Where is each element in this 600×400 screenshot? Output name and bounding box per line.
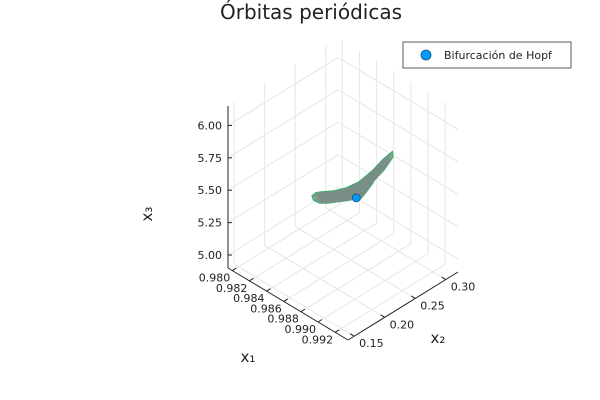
grid-line-z — [337, 89, 459, 163]
x-tick-mark — [334, 329, 340, 333]
grid-line-z — [337, 154, 459, 228]
legend-marker-icon — [420, 49, 432, 61]
grid-line-x — [232, 202, 343, 271]
grid-line-x — [266, 222, 377, 292]
x-tick-label: 0.990 — [285, 323, 317, 336]
x-tick-mark — [266, 288, 271, 292]
x-axis-label: x₁ — [241, 348, 256, 366]
grid-line-z — [337, 121, 459, 195]
y-tick-mark — [349, 333, 355, 337]
grid-line-y — [264, 244, 385, 318]
grid-line-z — [227, 57, 339, 126]
z-axis-label: x₃ — [138, 207, 156, 222]
grid-line-y — [294, 226, 416, 299]
x-tick-label: 0.984 — [233, 292, 265, 305]
axes — [227, 106, 459, 341]
grid-line-x — [334, 263, 446, 333]
x-tick-label: 0.988 — [267, 313, 299, 326]
grid-line-z — [227, 154, 339, 224]
y-tick-label: 0.15 — [359, 337, 384, 350]
x-tick-mark — [249, 277, 254, 282]
x-tick-label: 0.982 — [216, 282, 248, 295]
grid-line-z — [227, 121, 339, 191]
grid-line-x — [249, 212, 360, 282]
grid-line-z — [337, 57, 459, 130]
z-tick-label: 5.00 — [198, 249, 223, 262]
x-tick-mark — [283, 298, 288, 302]
y-tick-label: 0.20 — [390, 318, 415, 331]
y-axis-label: x₂ — [431, 329, 446, 347]
y-tick-mark — [410, 295, 416, 299]
grid-line-y — [325, 207, 447, 280]
z-tick-label: 5.50 — [198, 184, 223, 197]
x-axis-line — [227, 267, 349, 341]
y-tick-label: 0.30 — [451, 281, 476, 294]
orbit-surface — [311, 150, 394, 204]
y-axis-line — [347, 271, 459, 341]
y-tick-mark — [380, 314, 385, 318]
legend: Bifurcación de Hopf — [402, 41, 572, 69]
legend-entry-hopf: Bifurcación de Hopf — [444, 49, 553, 62]
z-tick-label: 6.00 — [198, 119, 223, 132]
grid-line-x — [283, 233, 394, 302]
grid-line-z — [227, 89, 339, 159]
y-tick-label: 0.25 — [420, 299, 445, 312]
x-tick-mark — [317, 319, 323, 323]
x-tick-mark — [232, 267, 237, 271]
x-tick-label: 0.980 — [199, 272, 231, 285]
x-tick-label: 0.986 — [250, 302, 282, 315]
x-tick-label: 0.992 — [302, 333, 334, 346]
grid-line-x — [317, 253, 429, 323]
grid-line-x — [300, 243, 412, 313]
chart-title: Órbitas periódicas — [220, 0, 402, 24]
z-tick-label: 5.75 — [198, 152, 223, 165]
z-tick-label: 5.25 — [198, 217, 223, 230]
hopf-bifurcation-point — [351, 193, 361, 203]
grid-line-y — [233, 263, 355, 337]
y-tick-mark — [441, 276, 447, 280]
x-tick-mark — [300, 308, 306, 313]
